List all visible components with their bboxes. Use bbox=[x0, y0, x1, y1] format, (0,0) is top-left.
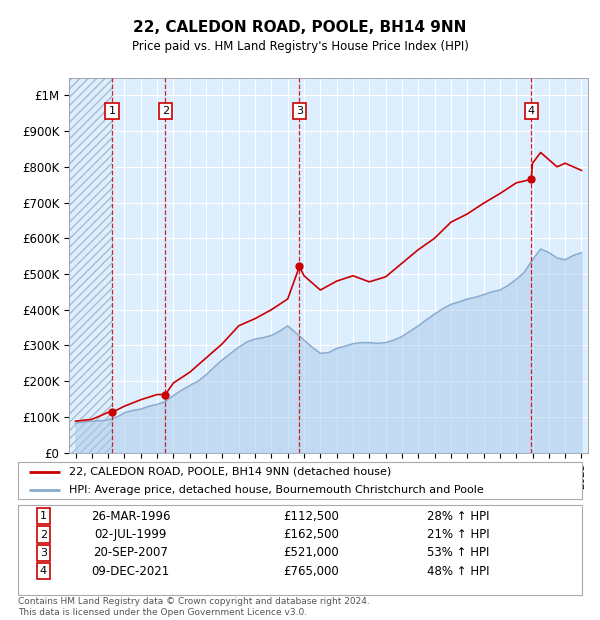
Text: 22, CALEDON ROAD, POOLE, BH14 9NN: 22, CALEDON ROAD, POOLE, BH14 9NN bbox=[133, 20, 467, 35]
Text: 4: 4 bbox=[40, 567, 47, 577]
Text: 48% ↑ HPI: 48% ↑ HPI bbox=[427, 565, 489, 578]
Text: £521,000: £521,000 bbox=[283, 546, 339, 559]
Text: 26-MAR-1996: 26-MAR-1996 bbox=[91, 510, 170, 523]
Text: 3: 3 bbox=[40, 548, 47, 558]
FancyBboxPatch shape bbox=[18, 505, 582, 595]
Text: 3: 3 bbox=[296, 106, 303, 117]
Text: 22, CALEDON ROAD, POOLE, BH14 9NN (detached house): 22, CALEDON ROAD, POOLE, BH14 9NN (detac… bbox=[69, 467, 391, 477]
Text: HPI: Average price, detached house, Bournemouth Christchurch and Poole: HPI: Average price, detached house, Bour… bbox=[69, 485, 484, 495]
Text: 09-DEC-2021: 09-DEC-2021 bbox=[92, 565, 170, 578]
Text: 4: 4 bbox=[528, 106, 535, 117]
Text: 02-JUL-1999: 02-JUL-1999 bbox=[95, 528, 167, 541]
Text: £162,500: £162,500 bbox=[283, 528, 339, 541]
Text: Contains HM Land Registry data © Crown copyright and database right 2024.
This d: Contains HM Land Registry data © Crown c… bbox=[18, 598, 370, 617]
Text: 1: 1 bbox=[40, 511, 47, 521]
Text: 20-SEP-2007: 20-SEP-2007 bbox=[94, 546, 168, 559]
Text: Price paid vs. HM Land Registry's House Price Index (HPI): Price paid vs. HM Land Registry's House … bbox=[131, 40, 469, 53]
Text: £765,000: £765,000 bbox=[283, 565, 339, 578]
Text: 53% ↑ HPI: 53% ↑ HPI bbox=[427, 546, 489, 559]
Text: 28% ↑ HPI: 28% ↑ HPI bbox=[427, 510, 489, 523]
Text: 21% ↑ HPI: 21% ↑ HPI bbox=[427, 528, 489, 541]
Text: 2: 2 bbox=[40, 529, 47, 539]
Text: 1: 1 bbox=[109, 106, 115, 117]
Bar bbox=[69, 78, 112, 453]
Text: 2: 2 bbox=[162, 106, 169, 117]
Text: £112,500: £112,500 bbox=[283, 510, 339, 523]
FancyBboxPatch shape bbox=[18, 462, 582, 499]
